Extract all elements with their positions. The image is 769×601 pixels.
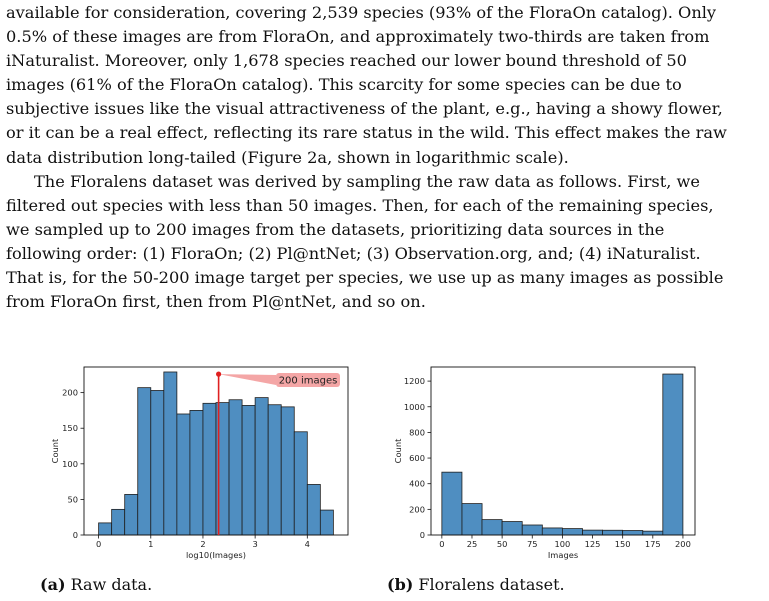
- caption-a-text: Raw data.: [70, 575, 153, 594]
- chart-b-xtick-label: 100: [554, 539, 570, 549]
- paragraph-1: available for consideration, covering 2,…: [6, 1, 766, 170]
- chart-b-axes-frame: [430, 366, 696, 536]
- text-line: we sampled up to 200 images from the dat…: [6, 220, 665, 240]
- text-line: or it can be a real effect, reflecting i…: [6, 123, 727, 143]
- chart-b-ytick-label: 1200: [404, 376, 425, 386]
- chart-a-bar: [254, 397, 269, 536]
- text-line: following order: (1) FloraOn; (2) Pl@ntN…: [6, 244, 701, 264]
- chart-b-bar: [622, 530, 644, 536]
- chart-b-bar: [441, 471, 463, 536]
- chart-a-ytick-label: 200: [62, 388, 78, 398]
- paragraph-2: The Floralens dataset was derived by sam…: [6, 170, 766, 315]
- figure-a-raw-data-histogram: 0 1 2 3 4 0 50 100 150 200 log10(Images) Count 200 i…: [44, 362, 350, 564]
- chart-a-annotation-box: [276, 373, 340, 387]
- caption-b-label: (b): [387, 575, 414, 594]
- chart-b-ytick-label: 0: [420, 530, 425, 540]
- chart-b-bar: [541, 527, 563, 536]
- chart-a-threshold-marker: [216, 371, 222, 377]
- chart-a-bar: [241, 405, 256, 536]
- chart-a-xtick-label: 0: [96, 539, 101, 549]
- chart-b-xtick-label: 125: [585, 539, 601, 549]
- chart-b-xtick-label: 200: [675, 539, 691, 549]
- chart-b-xtick-label: 175: [645, 539, 661, 549]
- caption-a-label: (a): [40, 575, 66, 594]
- chart-b-bar: [642, 530, 664, 536]
- chart-a-annotation-arrow: [218, 374, 276, 385]
- chart-a-bar: [189, 410, 204, 536]
- chart-b-ytick-label: 400: [409, 479, 425, 489]
- chart-b-bar: [561, 528, 583, 536]
- chart-a-bar: [111, 508, 126, 536]
- text-line: The Floralens dataset was derived by sam…: [34, 172, 700, 191]
- chart-b-ytick-label: 1000: [404, 402, 425, 412]
- figure-b-floralens-histogram: 0 25 50 75 100 125 150 175 200 0 200 400 600 800 1000 1…: [389, 362, 699, 564]
- chart-b-ytick-label: 200: [409, 504, 425, 514]
- chart-a-ytick-label: 150: [62, 423, 78, 433]
- chart-b-bar: [662, 373, 684, 536]
- chart-a-xtick-label: 3: [252, 539, 257, 549]
- text-line: subjective issues like the visual attrac…: [6, 99, 723, 119]
- chart-a-bar: [202, 402, 217, 536]
- chart-a-axes-frame: [83, 366, 349, 536]
- chart-a-bar: [163, 371, 178, 536]
- chart-a-bar: [267, 404, 282, 536]
- chart-b-xtick-label: 25: [467, 539, 478, 549]
- text-line: available for consideration, covering 2,…: [6, 3, 717, 22]
- chart-a-xtick-label: 4: [305, 539, 310, 549]
- text-line: iNaturalist. Moreover, only 1,678 specie…: [6, 51, 687, 71]
- caption-b-text: Floralens dataset.: [418, 575, 565, 594]
- chart-a-bar: [150, 390, 165, 536]
- text-line: images (61% of the FloraOn catalog). Thi…: [6, 75, 682, 95]
- chart-b-ytick-label: 600: [409, 453, 425, 463]
- chart-a-xtick-label: 1: [148, 539, 153, 549]
- chart-a-bar: [293, 431, 308, 536]
- chart-b-bar: [521, 524, 543, 536]
- chart-a-xlabel: log10(Images): [186, 550, 246, 560]
- chart-a-bar: [124, 494, 139, 536]
- text-line: 0.5% of these images are from FloraOn, a…: [6, 27, 710, 47]
- text-line: That is, for the 50-200 image target per…: [6, 268, 724, 288]
- chart-b-ylabel: Count: [393, 438, 403, 463]
- chart-a-ytick-label: 50: [67, 494, 78, 504]
- chart-b-ytick-label: 800: [409, 427, 425, 437]
- chart-b-bar: [501, 521, 523, 536]
- caption-b: (b) Floralens dataset.: [387, 575, 565, 594]
- text-line: data distribution long-tailed (Figure 2a…: [6, 147, 569, 167]
- chart-b-xtick-label: 75: [527, 539, 538, 549]
- chart-b-bar: [582, 529, 604, 536]
- chart-b-bar: [461, 503, 483, 536]
- chart-a-bar: [137, 387, 152, 536]
- chart-a-annotation-text: 200 images: [279, 376, 338, 387]
- chart-b-xtick-label: 0: [439, 539, 444, 549]
- chart-a-bar: [98, 522, 113, 536]
- chart-a-ylabel: Count: [50, 438, 60, 463]
- chart-b-svg: 0 25 50 75 100 125 150 175 200 0 200 400 600 800 1000 1…: [393, 366, 696, 560]
- chart-a-ytick-label: 0: [73, 530, 78, 540]
- chart-a-xtick-label: 2: [200, 539, 205, 549]
- chart-a-bar: [319, 509, 334, 536]
- chart-b-bar: [481, 519, 503, 536]
- chart-a-svg: 0 1 2 3 4 0 50 100 150 200 log10(Images) Count 200 i…: [50, 366, 349, 560]
- chart-b-bar: [602, 529, 624, 536]
- chart-b-xtick-label: 150: [615, 539, 631, 549]
- chart-a-ytick-label: 100: [62, 459, 78, 469]
- chart-a-bar: [280, 406, 295, 536]
- chart-a-bar: [306, 484, 321, 536]
- chart-b-xlabel: Images: [548, 550, 578, 560]
- chart-b-xtick-label: 50: [497, 539, 508, 549]
- chart-a-bar: [176, 413, 191, 536]
- text-line: filtered out species with less than 50 i…: [6, 196, 714, 216]
- text-line: from FloraOn first, then from Pl@ntNet, …: [6, 292, 426, 312]
- chart-a-bar: [228, 399, 243, 536]
- caption-a: (a) Raw data.: [40, 575, 152, 594]
